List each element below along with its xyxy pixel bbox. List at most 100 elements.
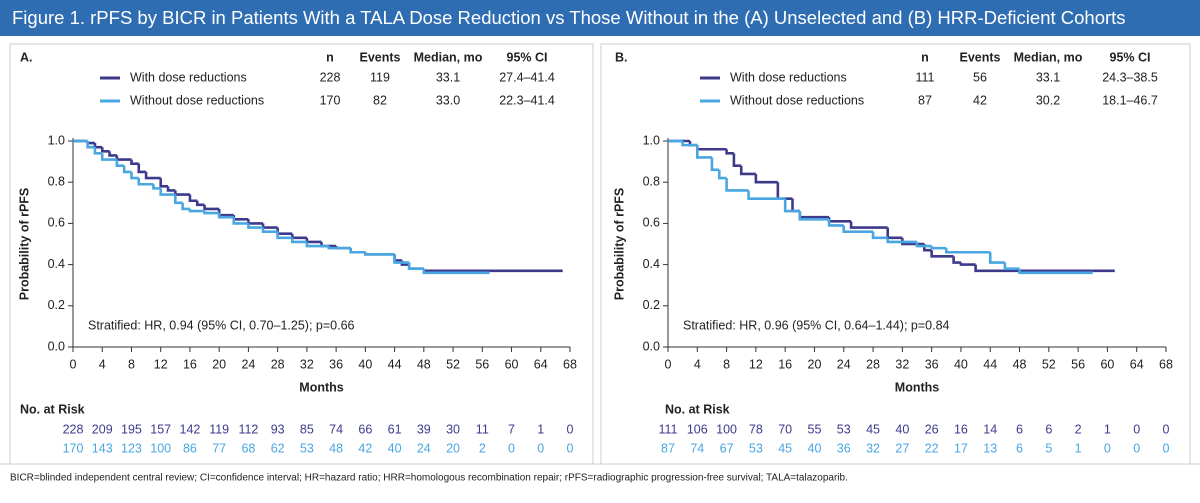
risk-count: 111 bbox=[658, 422, 677, 436]
panel-label: A. bbox=[20, 50, 33, 64]
risk-count: 1 bbox=[537, 422, 544, 436]
survival-step bbox=[681, 141, 698, 147]
survival-step bbox=[944, 248, 991, 254]
risk-count: 16 bbox=[954, 422, 968, 436]
survival-step bbox=[305, 237, 322, 244]
survival-step bbox=[349, 248, 366, 254]
legend-stat: 56 bbox=[973, 70, 987, 84]
risk-count: 74 bbox=[690, 441, 704, 455]
x-tick-label: 44 bbox=[388, 357, 402, 371]
risk-count: 61 bbox=[388, 422, 402, 436]
survival-step bbox=[100, 153, 117, 161]
legend-label: Without dose reductions bbox=[130, 93, 264, 107]
survival-step bbox=[188, 194, 198, 203]
risk-count: 40 bbox=[388, 441, 402, 455]
risk-count: 14 bbox=[983, 422, 997, 436]
survival-step bbox=[988, 252, 1005, 264]
risk-count: 53 bbox=[300, 441, 314, 455]
column-header: n bbox=[326, 50, 334, 64]
column-header: 95% CI bbox=[1110, 50, 1151, 64]
survival-step bbox=[100, 147, 110, 153]
y-tick-label: 0.0 bbox=[48, 339, 65, 353]
survival-step bbox=[754, 173, 778, 184]
risk-count: 74 bbox=[329, 422, 343, 436]
risk-count: 119 bbox=[209, 422, 229, 436]
survival-step bbox=[217, 213, 234, 219]
figure-title: Figure 1. rPFS by BICR in Patients With … bbox=[12, 7, 1126, 28]
risk-count: 39 bbox=[417, 422, 431, 436]
risk-label: No. at Risk bbox=[665, 402, 730, 416]
y-tick-label: 0.4 bbox=[643, 257, 660, 271]
survival-step bbox=[203, 204, 220, 211]
risk-count: 78 bbox=[749, 422, 763, 436]
risk-count: 55 bbox=[808, 422, 822, 436]
risk-count: 70 bbox=[778, 422, 792, 436]
survival-step bbox=[1018, 268, 1093, 275]
risk-count: 20 bbox=[446, 441, 460, 455]
x-tick-label: 8 bbox=[128, 357, 135, 371]
risk-count: 67 bbox=[720, 441, 734, 455]
legend-stat: 170 bbox=[320, 93, 341, 107]
survival-step bbox=[174, 194, 183, 205]
survival-step bbox=[181, 202, 190, 211]
risk-count: 42 bbox=[358, 441, 372, 455]
risk-count: 143 bbox=[92, 441, 113, 455]
x-tick-label: 48 bbox=[1013, 357, 1027, 371]
survival-step bbox=[791, 198, 800, 213]
risk-count: 45 bbox=[778, 441, 792, 455]
survival-step bbox=[959, 262, 976, 266]
risk-count: 48 bbox=[329, 441, 343, 455]
risk-count: 93 bbox=[271, 422, 285, 436]
x-tick-label: 40 bbox=[358, 357, 372, 371]
survival-step bbox=[930, 250, 954, 258]
survival-step bbox=[783, 198, 800, 213]
survival-step bbox=[152, 184, 161, 190]
x-tick-label: 36 bbox=[925, 357, 939, 371]
survival-step bbox=[247, 223, 264, 229]
survival-step bbox=[232, 217, 249, 225]
survival-step bbox=[217, 208, 234, 217]
legend-stat: 228 bbox=[320, 70, 341, 84]
survival-step bbox=[739, 165, 756, 176]
survival-step bbox=[842, 225, 874, 233]
legend-stat: 119 bbox=[370, 70, 390, 84]
risk-count: 0 bbox=[1163, 441, 1170, 455]
survival-step bbox=[725, 178, 749, 192]
risk-count: 53 bbox=[749, 441, 763, 455]
risk-count: 100 bbox=[150, 441, 171, 455]
survival-step bbox=[886, 237, 917, 244]
survival-step bbox=[871, 231, 888, 240]
survival-step bbox=[952, 256, 961, 264]
risk-count: 209 bbox=[92, 422, 113, 436]
risk-count: 77 bbox=[212, 441, 226, 455]
survival-step bbox=[174, 190, 190, 196]
x-tick-label: 0 bbox=[70, 357, 77, 371]
risk-count: 142 bbox=[180, 422, 201, 436]
survival-step bbox=[305, 241, 329, 248]
x-tick-label: 20 bbox=[212, 357, 226, 371]
survival-step bbox=[422, 268, 563, 273]
x-tick-label: 28 bbox=[866, 357, 880, 371]
risk-count: 87 bbox=[661, 441, 675, 455]
survival-step bbox=[915, 241, 932, 248]
y-tick-label: 1.0 bbox=[48, 133, 65, 147]
footnote: BICR=blinded independent central review;… bbox=[10, 473, 848, 484]
survival-step bbox=[695, 145, 712, 159]
survival-step bbox=[798, 211, 830, 219]
risk-count: 6 bbox=[1016, 422, 1023, 436]
survival-step bbox=[710, 157, 720, 172]
risk-count: 1 bbox=[1075, 441, 1082, 455]
x-tick-label: 64 bbox=[1130, 357, 1144, 371]
x-tick-label: 56 bbox=[1071, 357, 1085, 371]
risk-count: 0 bbox=[567, 441, 574, 455]
risk-count: 195 bbox=[121, 422, 142, 436]
survival-step bbox=[261, 223, 278, 229]
risk-count: 27 bbox=[895, 441, 909, 455]
survival-step bbox=[827, 219, 844, 227]
column-header: n bbox=[921, 50, 929, 64]
survival-step bbox=[849, 221, 888, 229]
risk-count: 85 bbox=[300, 422, 314, 436]
legend-stat: 33.0 bbox=[436, 93, 460, 107]
survival-step bbox=[203, 211, 220, 215]
